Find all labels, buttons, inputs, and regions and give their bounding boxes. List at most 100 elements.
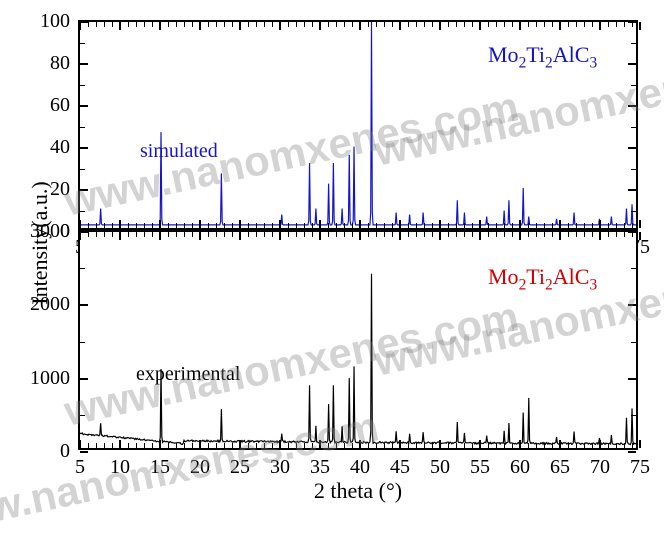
x-tick (256, 443, 257, 448)
y-tick (80, 169, 85, 170)
x-tick (104, 223, 105, 228)
x-tick (176, 232, 177, 237)
x-tick (544, 223, 545, 228)
x-tick (112, 223, 113, 228)
x-tick (176, 223, 177, 228)
x-tick (568, 223, 569, 228)
x-tick-label: 75 (628, 456, 652, 479)
x-tick (392, 223, 393, 228)
y-tick (631, 43, 636, 44)
x-tick (559, 220, 561, 228)
x-tick (559, 22, 561, 30)
x-tick-label: 40 (348, 456, 372, 479)
x-tick (208, 223, 209, 228)
x-tick (344, 22, 345, 27)
x-tick (119, 22, 121, 30)
x-tick (536, 22, 537, 27)
y-tick-label: 60 (50, 94, 70, 117)
x-tick (352, 223, 353, 228)
x-tick (632, 443, 633, 448)
x-tick (544, 443, 545, 448)
x-tick (288, 223, 289, 228)
x-tick (224, 22, 225, 27)
x-tick (399, 232, 401, 240)
x-tick (359, 220, 361, 228)
x-tick (352, 443, 353, 448)
x-tick (96, 22, 97, 27)
x-tick (368, 223, 369, 228)
x-tick (624, 232, 625, 237)
x-tick (328, 223, 329, 228)
x-tick (504, 232, 505, 237)
x-tick (248, 22, 249, 27)
x-tick (479, 232, 481, 240)
x-tick (432, 22, 433, 27)
x-tick (608, 22, 609, 27)
x-tick (159, 22, 161, 30)
x-tick (416, 232, 417, 237)
x-tick-label: 10 (108, 456, 132, 479)
x-tick (464, 232, 465, 237)
y-tick (628, 105, 636, 107)
x-tick (184, 232, 185, 237)
x-tick (359, 440, 361, 448)
x-tick (319, 440, 321, 448)
x-tick (104, 232, 105, 237)
x-tick (456, 22, 457, 27)
x-tick (448, 22, 449, 27)
y-tick-label: 3000 (30, 220, 70, 243)
x-tick (144, 223, 145, 228)
x-tick (128, 443, 129, 448)
x-tick (528, 22, 529, 27)
x-tick (528, 443, 529, 448)
x-tick (368, 22, 369, 27)
y-tick (631, 211, 636, 212)
x-tick (279, 22, 281, 30)
x-tick (208, 22, 209, 27)
x-tick (432, 232, 433, 237)
x-tick (568, 443, 569, 448)
x-tick (624, 443, 625, 448)
x-tick (488, 223, 489, 228)
x-tick (152, 232, 153, 237)
y-tick (80, 231, 88, 233)
x-tick (639, 440, 641, 448)
y-tick (628, 63, 636, 65)
y-tick (80, 127, 85, 128)
annotation-experimental: experimental (136, 363, 240, 386)
x-tick (336, 232, 337, 237)
x-tick (192, 232, 193, 237)
x-tick (359, 22, 361, 30)
x-tick (312, 223, 313, 228)
x-tick-label: 65 (548, 456, 572, 479)
y-tick-label: 2000 (30, 293, 70, 316)
y-tick (631, 85, 636, 86)
x-tick (639, 220, 641, 228)
x-tick (184, 22, 185, 27)
x-tick (152, 443, 153, 448)
x-tick (264, 232, 265, 237)
y-tick (80, 147, 88, 149)
x-tick (552, 232, 553, 237)
x-tick (352, 232, 353, 237)
panel-experimental: experimental Mo2Ti2AlC3 5101520253035404… (78, 230, 638, 450)
x-tick (79, 220, 81, 228)
x-tick (496, 22, 497, 27)
x-tick (192, 223, 193, 228)
y-tick (628, 451, 636, 453)
x-tick (408, 443, 409, 448)
x-tick (479, 220, 481, 228)
y-tick (631, 342, 636, 343)
x-tick (392, 22, 393, 27)
x-tick (512, 223, 513, 228)
x-tick (552, 443, 553, 448)
x-tick (296, 223, 297, 228)
x-tick (472, 443, 473, 448)
x-tick-label: 70 (588, 456, 612, 479)
x-tick (576, 22, 577, 27)
x-tick (559, 440, 561, 448)
y-tick (628, 378, 636, 380)
x-tick (288, 22, 289, 27)
x-tick (592, 443, 593, 448)
x-tick (399, 22, 401, 30)
